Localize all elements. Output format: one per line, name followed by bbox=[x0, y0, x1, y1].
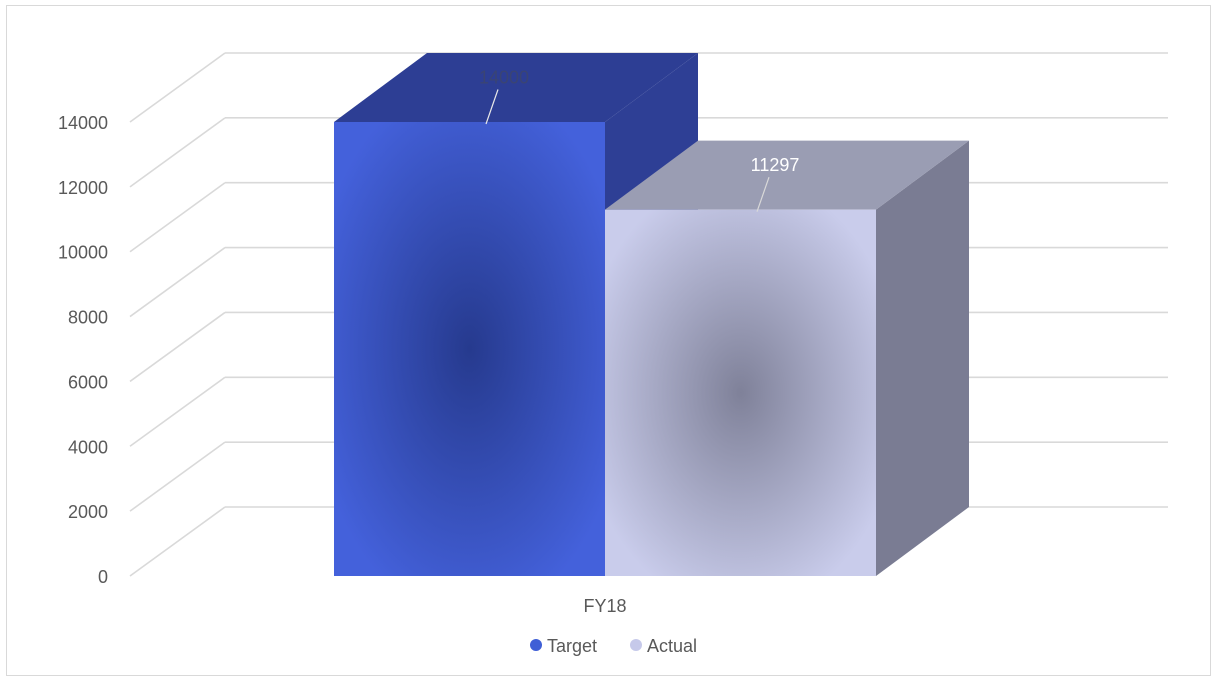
bar-top-face bbox=[605, 140, 969, 210]
bar-top-face bbox=[334, 53, 698, 122]
x-tick-label: FY18 bbox=[583, 596, 626, 616]
y-axis-tick-labels: 0 2000 4000 6000 8000 10000 12000 14000 bbox=[58, 113, 108, 587]
data-label-leader bbox=[485, 89, 499, 125]
legend-marker bbox=[530, 639, 542, 651]
legend-label: Target bbox=[547, 636, 597, 656]
gridline-diagonal-7 bbox=[129, 52, 226, 123]
y-tick-label: 14000 bbox=[58, 113, 108, 133]
data-label: 11297 bbox=[751, 155, 800, 175]
data-label: 14000 bbox=[479, 68, 529, 88]
y-tick-label: 10000 bbox=[58, 243, 108, 263]
legend-marker bbox=[630, 639, 642, 651]
legend: Target Actual bbox=[530, 636, 697, 656]
legend-item-actual: Actual bbox=[630, 636, 697, 656]
y-tick-label: 0 bbox=[98, 567, 108, 587]
bar-actual bbox=[605, 140, 969, 577]
y-tick-label: 6000 bbox=[68, 372, 108, 392]
y-tick-label: 12000 bbox=[58, 178, 108, 198]
gridline-diagonal-3 bbox=[129, 311, 226, 383]
bar-front-face bbox=[605, 209, 876, 577]
x-axis-tick-labels: FY18 bbox=[583, 596, 626, 616]
gridline-diagonal-6 bbox=[129, 117, 226, 188]
bar-side-face bbox=[876, 140, 969, 577]
y-tick-label: 2000 bbox=[68, 502, 108, 522]
legend-label: Actual bbox=[647, 636, 697, 656]
data-labels: 14000 11297 bbox=[479, 68, 799, 212]
legend-item-target: Target bbox=[530, 636, 597, 656]
gridline-diagonal-4 bbox=[129, 246, 226, 318]
y-tick-label: 8000 bbox=[68, 308, 108, 328]
bar-front-face bbox=[334, 122, 605, 576]
gridline-diagonal-0 bbox=[129, 506, 226, 577]
data-label-leader bbox=[756, 176, 770, 212]
bars bbox=[334, 53, 969, 577]
gridline-diagonal-5 bbox=[129, 182, 226, 253]
gridline-diagonal-1 bbox=[129, 441, 226, 512]
y-tick-label: 4000 bbox=[68, 437, 108, 457]
gridline-diagonal-2 bbox=[129, 376, 226, 447]
